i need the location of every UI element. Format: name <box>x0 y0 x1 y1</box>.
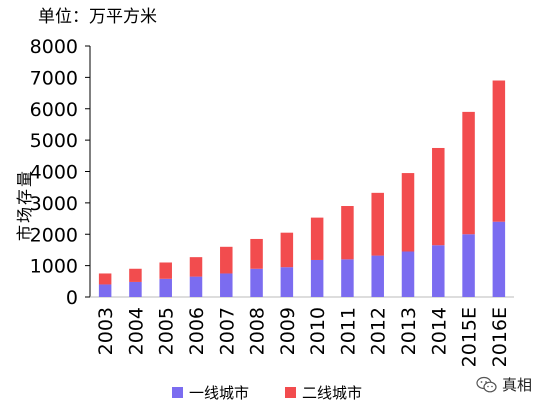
bar-segment-tier1 <box>220 273 233 297</box>
y-tick-label: 8000 <box>30 36 78 58</box>
y-tick-label: 4000 <box>30 162 78 184</box>
bar-segment-tier1 <box>462 234 475 297</box>
x-axis-ticks: 2003 2004 2005 2006 2007 2008 2009 2010 2011 2012… <box>95 307 511 367</box>
y-tick-label: 1000 <box>30 256 78 278</box>
x-tick-label: 2014 <box>428 307 450 355</box>
legend-swatch <box>172 387 183 398</box>
bar-segment-tier1 <box>432 245 445 297</box>
legend-label: 二线城市 <box>302 384 362 402</box>
x-tick-label: 2012 <box>368 307 390 355</box>
bar-segment-tier2 <box>189 257 203 277</box>
bar-segment-tier1 <box>401 251 415 297</box>
bar-segment-tier2 <box>280 232 294 268</box>
bar-segment-tier2 <box>98 273 112 285</box>
bar-segment-tier1 <box>98 284 112 297</box>
bar-segment-tier2 <box>341 206 354 260</box>
watermark: 真相 <box>476 374 532 395</box>
bar-segment-tier1 <box>280 267 294 297</box>
bar-segment-tier1 <box>371 255 384 297</box>
bar-segment-tier2 <box>159 262 172 279</box>
bar-segment-tier2 <box>310 217 324 260</box>
x-tick-label: 2015E <box>459 307 481 367</box>
y-tick-label: 0 <box>66 287 78 309</box>
bar-segment-tier1 <box>250 268 263 297</box>
y-tick-label: 3000 <box>30 193 78 215</box>
x-tick-label: 2016E <box>489 307 511 367</box>
bar-segment-tier1 <box>189 276 203 297</box>
x-tick-label: 2011 <box>337 307 359 355</box>
bar-segment-tier1 <box>341 259 354 297</box>
legend-swatch <box>285 387 296 398</box>
wechat-icon <box>476 376 497 392</box>
x-tick-label: 2003 <box>95 307 117 355</box>
bar-segment-tier2 <box>432 147 445 246</box>
x-tick-label: 2009 <box>277 307 299 355</box>
y-tick-label: 6000 <box>30 99 78 121</box>
y-axis-title: 市场存量 <box>15 169 34 241</box>
bar-segment-tier2 <box>220 246 233 274</box>
bar-segment-tier2 <box>250 238 263 269</box>
bar-segment-tier1 <box>310 259 324 297</box>
y-tick-label: 7000 <box>30 67 78 89</box>
x-tick-label: 2004 <box>125 307 147 355</box>
x-tick-label: 2010 <box>307 307 329 355</box>
bar-segment-tier1 <box>129 281 142 297</box>
bar-segment-tier2 <box>129 268 142 282</box>
bar-segment-tier1 <box>492 221 506 297</box>
legend-label: 一线城市 <box>189 384 249 402</box>
y-tick-label: 2000 <box>30 224 78 246</box>
y-axis-ticks: 0 1000 2000 3000 4000 5000 6000 7000 8000 <box>30 36 90 309</box>
bars <box>98 80 506 297</box>
y-tick-label: 5000 <box>30 130 78 152</box>
bar-segment-tier2 <box>462 111 475 235</box>
x-tick-label: 2006 <box>186 307 208 355</box>
x-tick-label: 2008 <box>247 307 269 355</box>
bar-segment-tier2 <box>371 192 384 256</box>
legend: 一线城市 二线城市 <box>172 384 362 402</box>
x-tick-label: 2007 <box>216 307 238 355</box>
bar-segment-tier2 <box>401 173 415 252</box>
unit-label: 单位：万平方米 <box>38 7 157 27</box>
bar-segment-tier1 <box>159 278 172 297</box>
bar-segment-tier2 <box>492 80 506 222</box>
watermark-text: 真相 <box>502 376 533 394</box>
x-tick-label: 2005 <box>156 307 178 355</box>
x-tick-label: 2013 <box>398 307 420 355</box>
